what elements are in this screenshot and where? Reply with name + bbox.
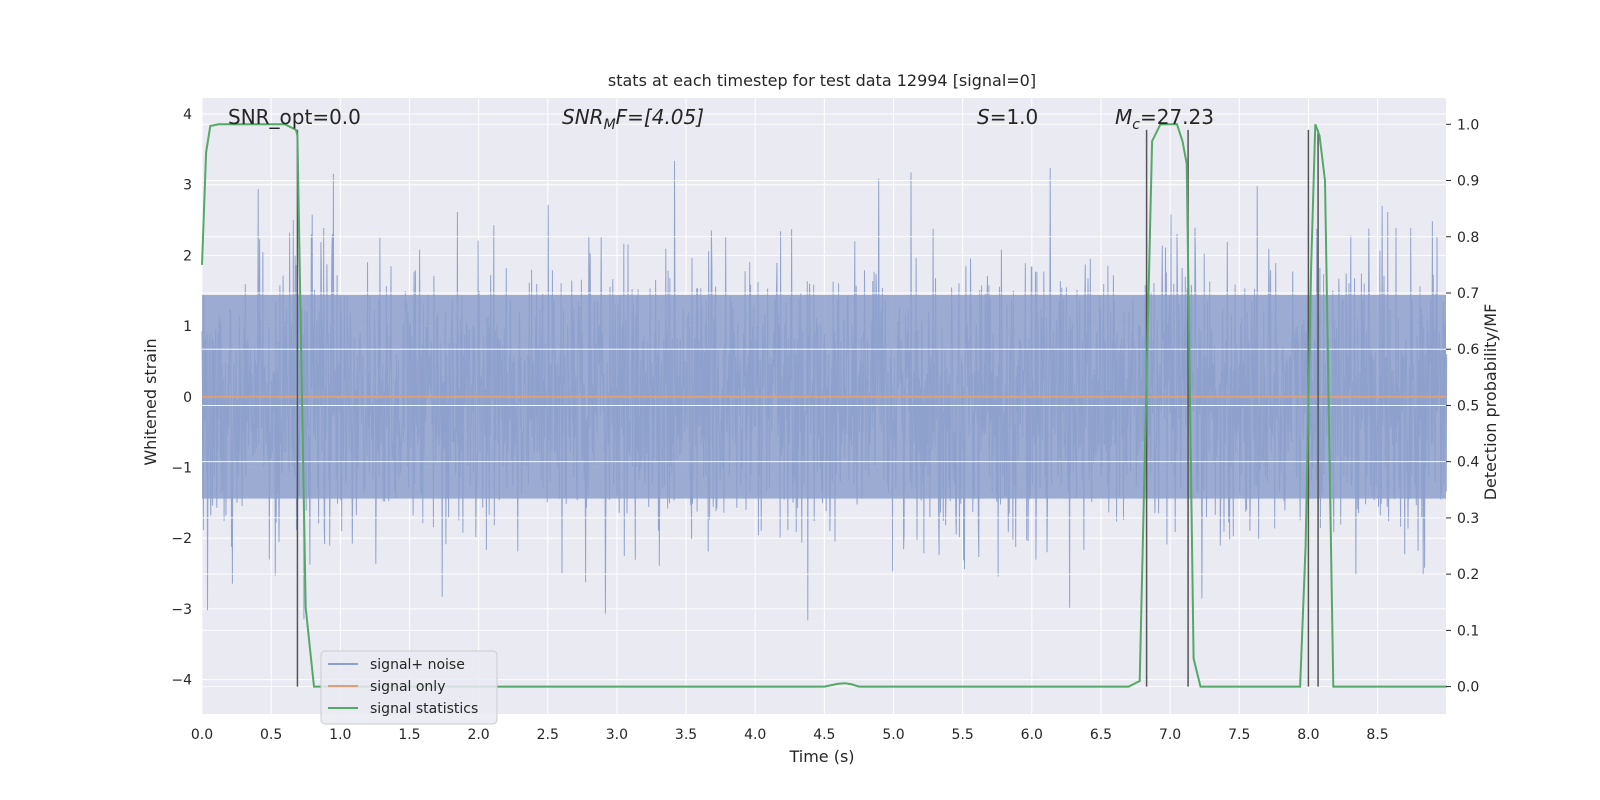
x-tick-label-3: 1.5 <box>398 727 420 743</box>
y-tick-label-1: −3 <box>171 602 192 618</box>
annotation-mc-main: M <box>1115 105 1132 129</box>
x-tick-label-9: 4.5 <box>813 727 835 743</box>
annotation-snr-mf-rest: F=[4.05] <box>616 105 704 129</box>
y2-tick-label-3: 0.3 <box>1457 511 1479 527</box>
legend: signal+ noise signal only signal statist… <box>320 650 498 725</box>
signal-statistics-line <box>201 123 1447 688</box>
annotation-mc: Mc=27.23 <box>1115 105 1214 133</box>
y2-tick-label-7: 0.7 <box>1457 286 1479 302</box>
annotation-snr-mf: SNRMF=[4.05] <box>562 105 704 133</box>
y-tick-label-2: −2 <box>171 531 192 547</box>
x-tick-label-2: 1.0 <box>329 727 351 743</box>
x-tick-label-11: 5.5 <box>952 727 974 743</box>
y2-tick-label-8: 0.8 <box>1457 230 1479 246</box>
y-axis-label: Whitened strain <box>141 338 160 465</box>
y2-tick-label-0: 0.0 <box>1457 680 1479 696</box>
y2-tick-label-6: 0.6 <box>1457 342 1479 358</box>
x-tick-label-1: 0.5 <box>260 727 282 743</box>
x-tick-label-10: 5.0 <box>882 727 904 743</box>
y2-tick-label-10: 1.0 <box>1457 117 1479 133</box>
y2-tick-label-2: 0.2 <box>1457 567 1479 583</box>
annotation-snr-mf-main: SNR <box>562 105 604 129</box>
x-tick-label-8: 4.0 <box>744 727 766 743</box>
legend-label-signal-noise: signal+ noise <box>370 657 465 673</box>
y-tick-label-4: 0 <box>183 390 192 406</box>
y-tick-label-3: −1 <box>171 461 192 477</box>
y-tick-label-0: −4 <box>171 673 192 689</box>
x-tick-label-7: 3.5 <box>675 727 697 743</box>
y-tick-label-7: 3 <box>183 178 192 194</box>
signal-statistics-series <box>201 123 1447 688</box>
y2-tick-label-9: 0.9 <box>1457 174 1479 190</box>
annotation-s-main: S <box>977 105 990 129</box>
annotation-mc-sub: c <box>1132 117 1140 133</box>
annotation-s-rest: =1.0 <box>990 105 1039 129</box>
annotation-snr-mf-sub: M <box>604 117 616 133</box>
x-tick-label-13: 6.5 <box>1090 727 1112 743</box>
chart-title: stats at each timestep for test data 129… <box>608 71 1036 90</box>
y2-tick-label-5: 0.5 <box>1457 398 1479 414</box>
noise-line <box>201 160 1448 621</box>
y2-tick-labels: 0.0 0.1 0.2 0.3 0.4 0.5 0.6 0.7 0.8 0.9 1.0 <box>1446 117 1479 696</box>
annotation-s: S=1.0 <box>977 105 1038 129</box>
legend-label-signal-only: signal only <box>370 679 445 695</box>
y2-axis-label: Detection probability/MF <box>1481 304 1500 501</box>
x-tick-label-5: 2.5 <box>537 727 559 743</box>
x-axis-label: Time (s) <box>788 747 854 766</box>
x-tick-label-16: 8.0 <box>1297 727 1319 743</box>
x-tick-label-0: 0.0 <box>191 727 213 743</box>
x-tick-labels: 0.0 0.5 1.0 1.5 2.0 2.5 3.0 3.5 4.0 4.5 5.0 5.5 6.0 6… <box>191 727 1389 743</box>
x-tick-label-17: 8.5 <box>1366 727 1388 743</box>
x-tick-label-6: 3.0 <box>606 727 628 743</box>
y2-tick-label-1: 0.1 <box>1457 623 1479 639</box>
y-tick-label-6: 2 <box>183 248 192 264</box>
legend-label-signal-statistics: signal statistics <box>370 701 478 717</box>
y-tick-label-5: 1 <box>183 319 192 335</box>
annotation-snr-opt: SNR_opt=0.0 <box>228 105 361 129</box>
y2-tick-label-4: 0.4 <box>1457 455 1479 471</box>
x-tick-label-4: 2.0 <box>467 727 489 743</box>
y-tick-labels: −4 −3 −2 −1 0 1 2 3 4 <box>171 107 192 689</box>
x-tick-label-12: 6.0 <box>1021 727 1043 743</box>
annotation-mc-rest: =27.23 <box>1140 105 1214 129</box>
x-tick-label-15: 7.5 <box>1228 727 1250 743</box>
x-tick-label-14: 7.0 <box>1159 727 1181 743</box>
y-tick-label-8: 4 <box>183 107 192 123</box>
legend-box <box>320 650 498 725</box>
